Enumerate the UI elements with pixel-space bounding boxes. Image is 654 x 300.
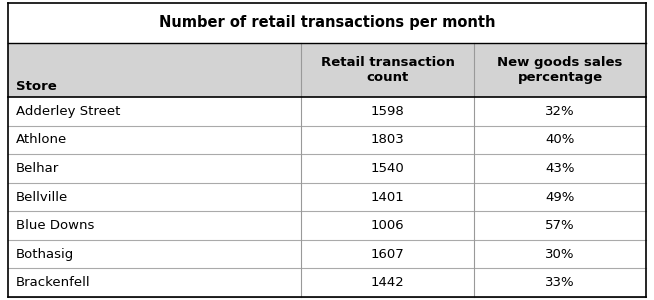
Text: Number of retail transactions per month: Number of retail transactions per month (159, 15, 495, 30)
Text: 43%: 43% (545, 162, 575, 175)
Text: 33%: 33% (545, 276, 575, 289)
Bar (8, 183, 646, 211)
Bar (8, 97, 646, 126)
Text: 1607: 1607 (371, 248, 405, 261)
Text: 1442: 1442 (371, 276, 405, 289)
Text: 1006: 1006 (371, 219, 404, 232)
Text: Bellville: Bellville (16, 190, 68, 203)
Text: Retail transaction
count: Retail transaction count (320, 56, 455, 84)
Text: Blue Downs: Blue Downs (16, 219, 94, 232)
Text: 30%: 30% (545, 248, 575, 261)
Text: 40%: 40% (545, 134, 575, 146)
Text: 1803: 1803 (371, 134, 405, 146)
Text: Belhar: Belhar (16, 162, 59, 175)
Bar (8, 3, 646, 43)
Text: 1540: 1540 (371, 162, 405, 175)
Text: 1401: 1401 (371, 190, 405, 203)
Bar (8, 126, 646, 154)
Text: Store: Store (16, 80, 56, 93)
Text: Bothasig: Bothasig (16, 248, 74, 261)
Text: Brackenfell: Brackenfell (16, 276, 90, 289)
Text: 1598: 1598 (371, 105, 405, 118)
Text: New goods sales
percentage: New goods sales percentage (497, 56, 623, 84)
Bar (8, 268, 646, 297)
Bar (8, 154, 646, 183)
Text: Athlone: Athlone (16, 134, 67, 146)
Text: 57%: 57% (545, 219, 575, 232)
Text: 32%: 32% (545, 105, 575, 118)
Text: 49%: 49% (545, 190, 575, 203)
Bar (8, 211, 646, 240)
Text: Adderley Street: Adderley Street (16, 105, 120, 118)
Bar (8, 240, 646, 268)
Bar (8, 43, 646, 97)
